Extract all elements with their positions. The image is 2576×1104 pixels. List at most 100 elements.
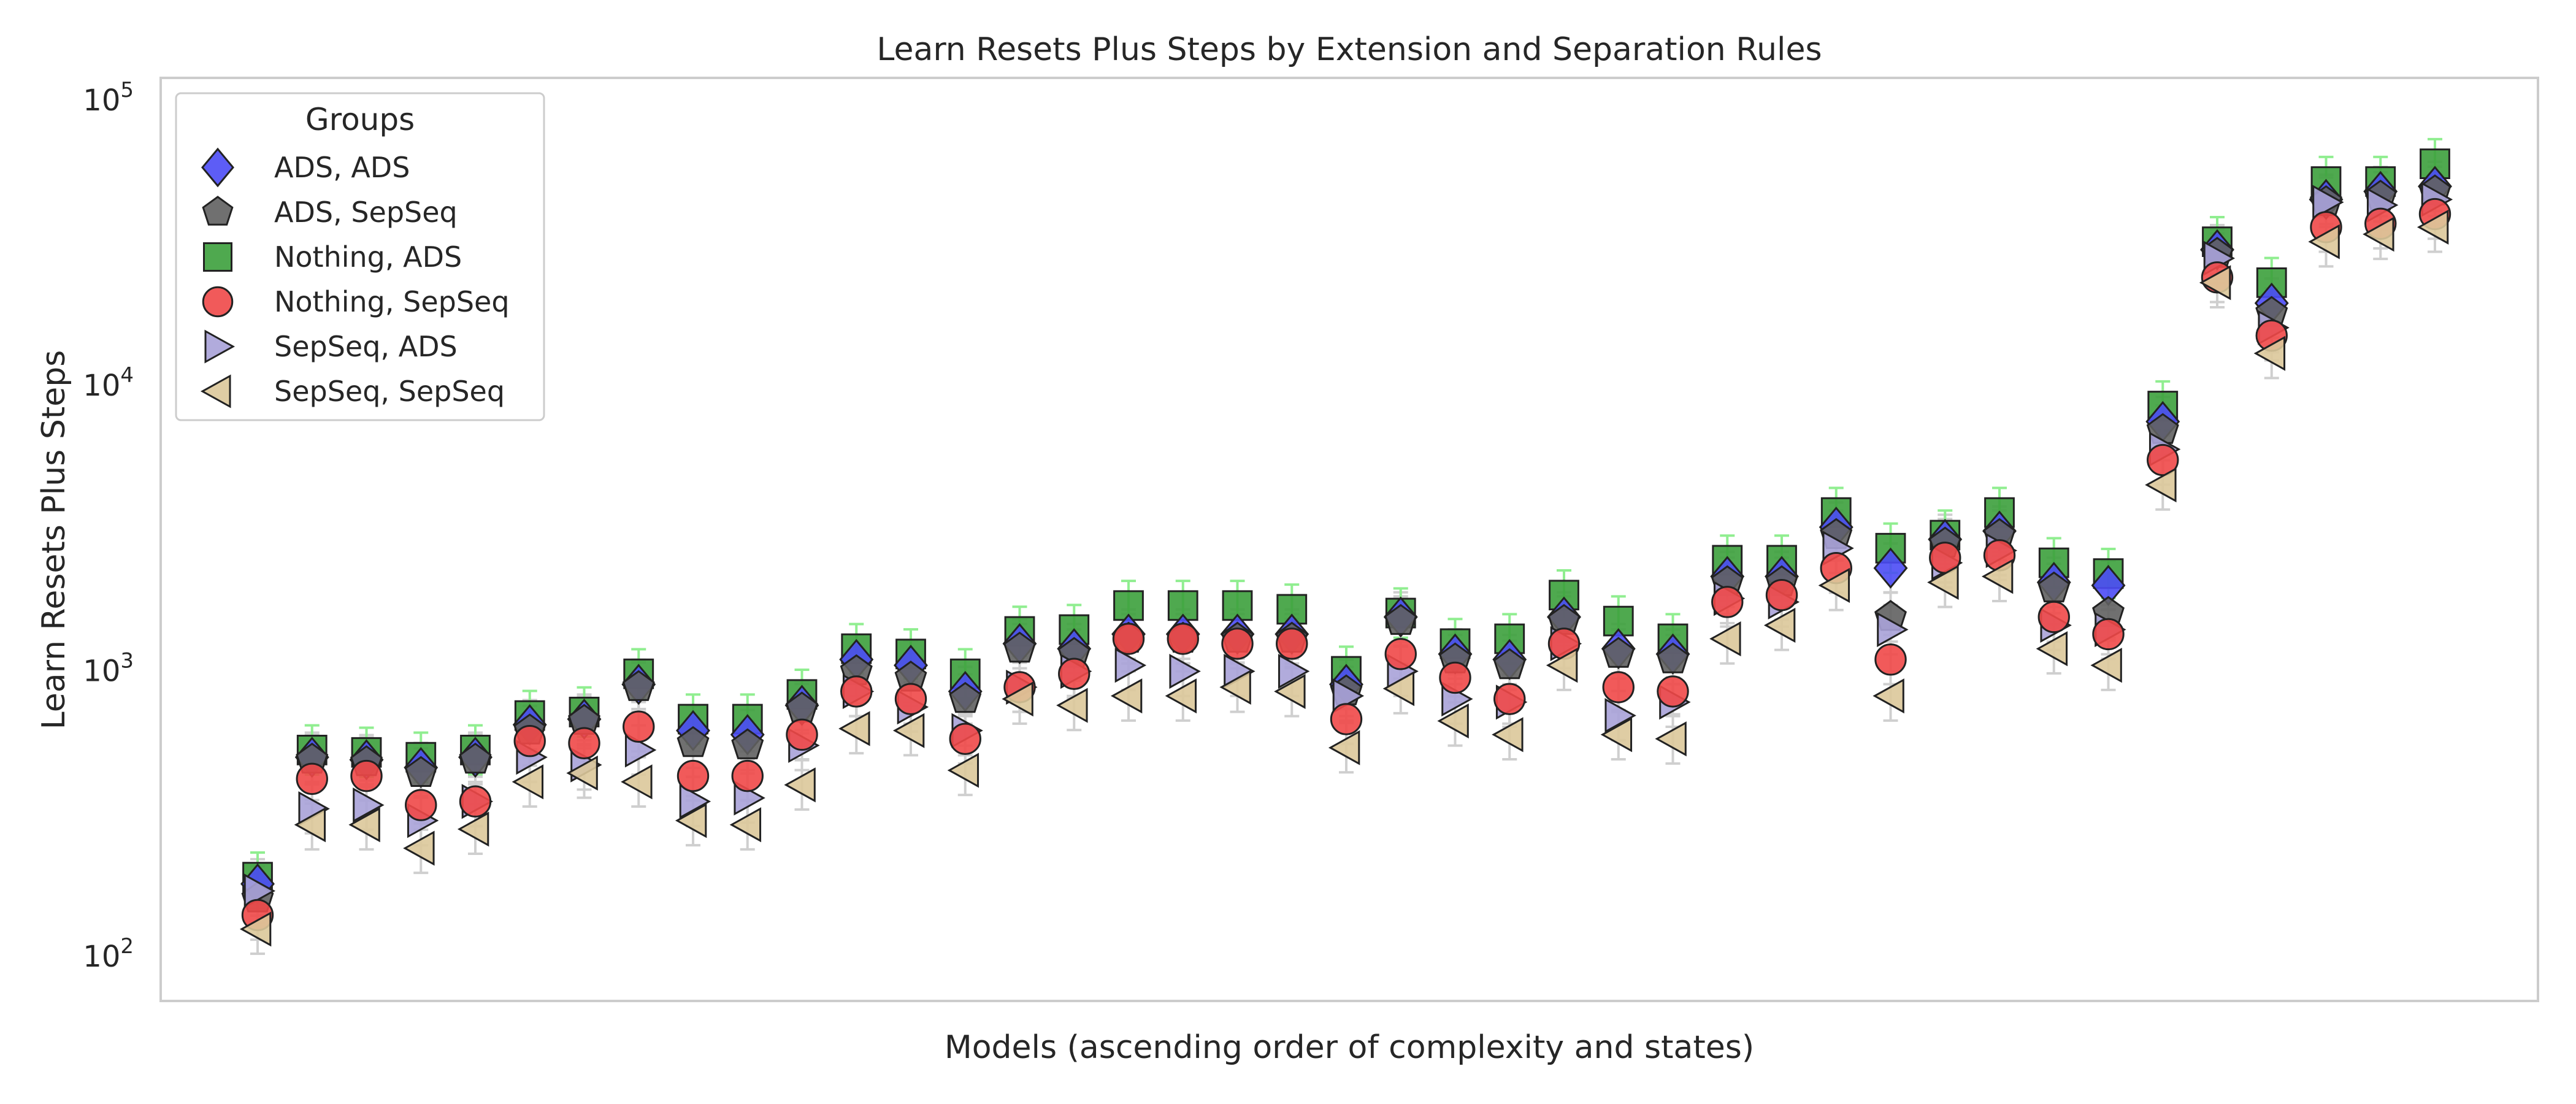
data-point [1058, 657, 1091, 690]
data-point [949, 723, 981, 755]
data-point [1276, 627, 1308, 660]
y-axis-ticks: 102 103 104 105 [83, 78, 134, 974]
data-point [677, 759, 710, 792]
data-point [838, 711, 870, 746]
data-point [731, 728, 764, 759]
data-point [1818, 567, 1850, 604]
data-point [1169, 654, 1201, 689]
data-point [294, 807, 326, 843]
y-tick-label: 103 [83, 649, 134, 689]
data-point [947, 753, 979, 788]
data-point [2036, 631, 2068, 667]
data-point [404, 756, 437, 787]
data-point [1492, 717, 1524, 753]
data-point [1765, 579, 1798, 611]
data-point [1602, 671, 1635, 703]
data-point [1222, 590, 1253, 621]
data-point [2145, 467, 2177, 503]
data-point [1110, 678, 1143, 714]
data-point [2363, 217, 2394, 252]
data-point [1219, 669, 1251, 705]
data-point [621, 764, 653, 800]
data-point [2312, 185, 2344, 220]
data-point [1600, 717, 1633, 753]
data-point [1330, 703, 1363, 735]
data-point [350, 759, 383, 792]
data-point [1603, 605, 1634, 637]
data-point [675, 803, 707, 838]
chart-title: Learn Resets Plus Steps by Extension and… [876, 31, 1822, 68]
data-point [1278, 654, 1310, 689]
data-point [1114, 648, 1147, 683]
data-point [894, 683, 927, 715]
data-point [1493, 648, 1526, 680]
data-point [1877, 612, 1909, 648]
data-point [1602, 637, 1635, 668]
data-point [679, 784, 711, 819]
legend-marker-icon [202, 196, 234, 226]
data-point [1927, 564, 1959, 600]
data-point [2090, 648, 2122, 683]
x-axis-label: Models (ascending order of complexity an… [945, 1029, 1754, 1066]
data-point [512, 764, 544, 800]
data-point [1657, 642, 1689, 673]
data-point [949, 681, 982, 713]
data-point [784, 767, 816, 803]
data-point [1165, 678, 1197, 714]
data-point [1549, 580, 1579, 611]
legend-marker-icon [204, 329, 236, 364]
data-point [1328, 730, 1360, 765]
data-point [1276, 594, 1308, 625]
data-point [1384, 604, 1417, 635]
legend: Groups ADS, ADS ADS, SepSeq Nothing, ADS No… [175, 92, 545, 421]
data-point [459, 785, 492, 818]
y-axis-label: Learn Resets Plus Steps [36, 350, 72, 730]
data-point [1112, 623, 1145, 655]
data-point [2308, 224, 2340, 259]
data-point [892, 713, 925, 748]
y-tick-label: 105 [83, 78, 134, 118]
data-point [459, 742, 492, 774]
data-point [729, 807, 762, 843]
data-point [1056, 688, 1088, 723]
data-point [566, 755, 598, 791]
data-point [2420, 148, 2450, 179]
data-markers [239, 148, 2453, 947]
y-tick-label: 102 [83, 934, 134, 974]
data-point [513, 724, 546, 757]
data-point [1003, 631, 1036, 663]
data-point [296, 762, 328, 795]
data-point [1002, 681, 1033, 717]
data-point [840, 675, 873, 708]
data-point [403, 830, 435, 866]
data-point [786, 718, 818, 751]
data-point [2092, 618, 2125, 651]
data-point [1873, 547, 1908, 589]
data-point [353, 788, 385, 823]
data-point [239, 911, 272, 947]
data-point [1274, 673, 1306, 709]
data-point [1873, 678, 1904, 714]
data-point [1384, 638, 1417, 670]
data-point [243, 873, 276, 909]
data-point [1493, 683, 1526, 715]
data-point [1221, 627, 1254, 660]
data-point [1711, 586, 1744, 618]
data-point [1981, 559, 2014, 594]
legend-label: SepSeq, ADS [274, 330, 458, 363]
legend-frame [175, 92, 545, 421]
data-point [1604, 698, 1636, 734]
data-point [1113, 590, 1144, 621]
data-point [2037, 600, 2070, 634]
data-point [1546, 648, 1578, 683]
legend-label: Nothing, SepSeq [274, 285, 510, 318]
data-point [568, 727, 600, 759]
data-point [1382, 671, 1415, 707]
data-point [1437, 703, 1469, 739]
data-point [1655, 721, 1687, 757]
data-point [623, 710, 655, 743]
legend-title: Groups [305, 102, 415, 137]
data-point [348, 807, 380, 843]
data-point [1494, 623, 1525, 654]
